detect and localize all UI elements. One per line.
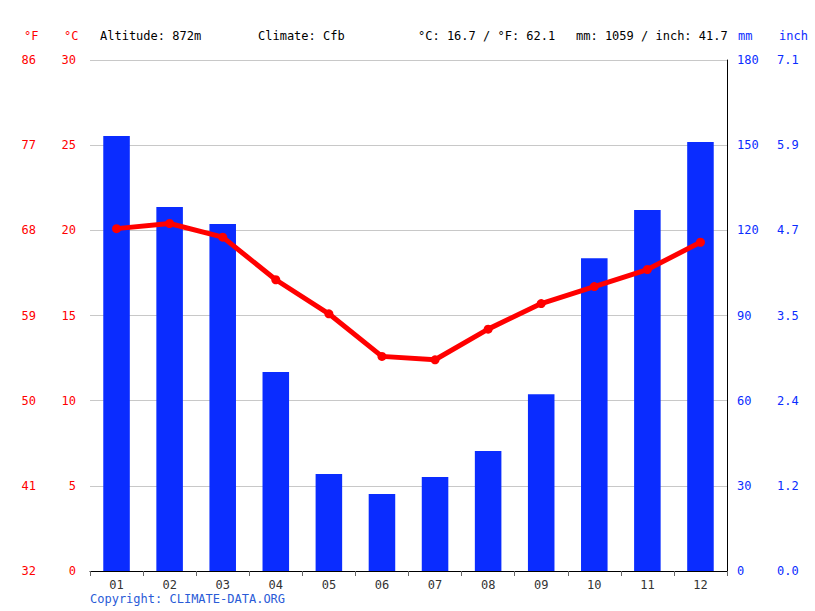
svg-text:41: 41: [22, 479, 36, 493]
svg-text:32: 32: [22, 564, 36, 578]
svg-text:30: 30: [62, 53, 76, 67]
svg-text:12: 12: [693, 578, 707, 592]
svg-text:04: 04: [269, 578, 283, 592]
svg-text:50: 50: [22, 394, 36, 408]
svg-text:25: 25: [62, 138, 76, 152]
svg-text:Copyright: CLIMATE-DATA.ORG: Copyright: CLIMATE-DATA.ORG: [90, 592, 285, 606]
svg-text:4.7: 4.7: [777, 223, 799, 237]
svg-text:86: 86: [22, 53, 36, 67]
svg-text:°C: 16.7 / °F: 62.1: °C: 16.7 / °F: 62.1: [418, 29, 555, 43]
svg-text:09: 09: [534, 578, 548, 592]
svg-text:20: 20: [62, 223, 76, 237]
svg-text:30: 30: [737, 479, 751, 493]
svg-text:0.0: 0.0: [777, 564, 799, 578]
svg-text:07: 07: [428, 578, 442, 592]
svg-text:15: 15: [62, 309, 76, 323]
svg-text:mm: mm: [738, 29, 752, 43]
svg-text:90: 90: [737, 309, 751, 323]
svg-text:59: 59: [22, 309, 36, 323]
svg-text:5: 5: [69, 479, 76, 493]
svg-text:10: 10: [587, 578, 601, 592]
svg-text:08: 08: [481, 578, 495, 592]
svg-text:120: 120: [737, 223, 759, 237]
svg-text:inch: inch: [779, 29, 808, 43]
svg-text:180: 180: [737, 53, 759, 67]
svg-text:01: 01: [109, 578, 123, 592]
svg-text:Climate: Cfb: Climate: Cfb: [258, 29, 345, 43]
svg-text:0: 0: [737, 564, 744, 578]
svg-text:68: 68: [22, 223, 36, 237]
svg-text:11: 11: [640, 578, 654, 592]
svg-text:02: 02: [162, 578, 176, 592]
svg-text:1.2: 1.2: [777, 479, 799, 493]
svg-text:150: 150: [737, 138, 759, 152]
svg-text:60: 60: [737, 394, 751, 408]
svg-text:5.9: 5.9: [777, 138, 799, 152]
svg-text:10: 10: [62, 394, 76, 408]
svg-text:2.4: 2.4: [777, 394, 799, 408]
svg-text:mm: 1059 / inch: 41.7: mm: 1059 / inch: 41.7: [576, 29, 728, 43]
svg-text:06: 06: [375, 578, 389, 592]
svg-text:03: 03: [215, 578, 229, 592]
svg-text:77: 77: [22, 138, 36, 152]
svg-text:Altitude: 872m: Altitude: 872m: [100, 29, 201, 43]
svg-text:°C: °C: [64, 29, 78, 43]
svg-text:3.5: 3.5: [777, 309, 799, 323]
svg-text:0: 0: [69, 564, 76, 578]
svg-text:°F: °F: [24, 29, 38, 43]
svg-text:05: 05: [322, 578, 336, 592]
svg-text:7.1: 7.1: [777, 53, 799, 67]
